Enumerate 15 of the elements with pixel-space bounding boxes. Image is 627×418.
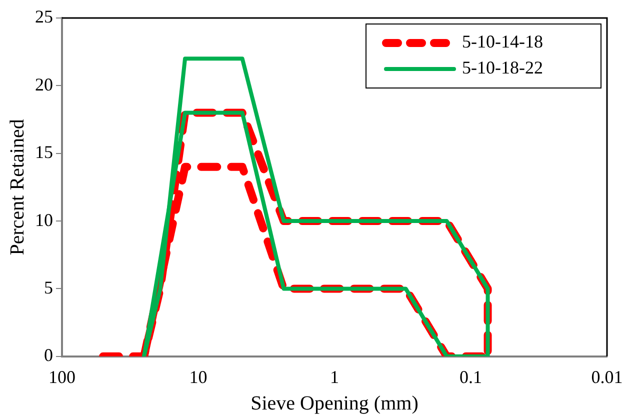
x-tick-label: 0.1 [460, 366, 482, 387]
y-tick-label: 5 [44, 277, 53, 298]
y-tick-label: 20 [35, 74, 53, 94]
x-tick-label: 10 [189, 366, 208, 387]
y-axis-title: Percent Retained [6, 119, 28, 256]
x-axis-title: Sieve Opening (mm) [250, 392, 418, 414]
y-tick-label: 15 [35, 142, 53, 162]
y-tick-label: 10 [35, 210, 53, 230]
y-tick-label: 25 [35, 6, 53, 27]
legend-label: 5-10-14-18 [462, 32, 543, 52]
x-tick-label: 1 [330, 366, 339, 387]
x-tick-label: 0.01 [591, 366, 623, 387]
legend-label: 5-10-18-22 [462, 58, 543, 78]
y-tick-label: 0 [44, 345, 53, 366]
x-tick-label: 100 [48, 366, 76, 387]
